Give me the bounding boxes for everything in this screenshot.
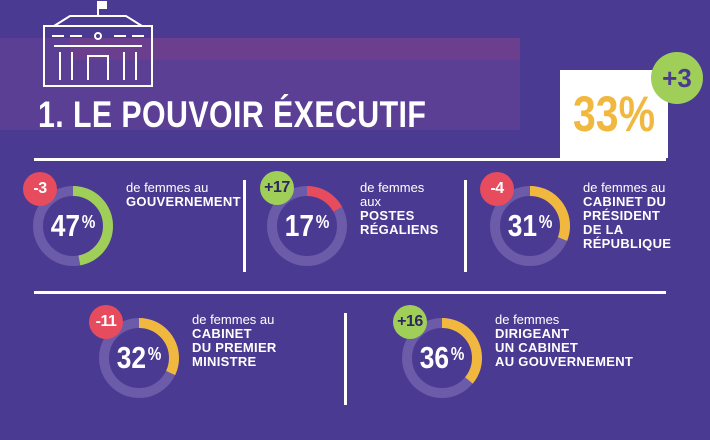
donut-value-number: 32 — [116, 340, 146, 375]
change-badge: +16 — [393, 305, 427, 339]
stat-label-strong: GOUVERNEMENT — [126, 194, 241, 209]
donut-value-unit: % — [81, 212, 96, 232]
stat-label-prefix: de femmes au — [583, 180, 666, 195]
donut-chart — [267, 186, 347, 266]
stat-label-strong: POSTES RÉGALIENS — [360, 208, 439, 237]
donut-chart — [490, 186, 570, 266]
donut-value-number: 31 — [507, 208, 537, 243]
change-badge: -4 — [480, 172, 514, 206]
row-divider — [34, 291, 666, 294]
stat-label-prefix: de femmes au — [126, 180, 209, 195]
stat-label-prefix: de femmes au — [192, 312, 275, 327]
donut-chart — [33, 186, 113, 266]
donut-arc — [33, 186, 113, 266]
donut-arc — [99, 318, 179, 398]
donut-chart — [402, 318, 482, 398]
title-underline — [34, 158, 666, 161]
stat-label-prefix: de femmes — [495, 312, 560, 327]
donut-arc — [490, 186, 570, 266]
donut-value: 47% — [51, 208, 96, 244]
government-building-icon — [43, 1, 153, 87]
donut-value-unit: % — [147, 344, 162, 364]
stat-label: de femmes au CABINET DU PREMIER MINISTRE — [192, 313, 277, 369]
change-badge: -11 — [89, 305, 123, 339]
donut-value: 17% — [285, 208, 330, 244]
column-divider-1 — [243, 180, 246, 272]
stat-label-strong: CABINET DU PRÉSIDENT DE LA RÉPUBLIQUE — [583, 194, 672, 251]
donut-value-number: 47 — [50, 208, 80, 243]
donut-value-number: 17 — [284, 208, 314, 243]
stat-label: de femmes au CABINET DU PRÉSIDENT DE LA R… — [583, 181, 671, 251]
stat-label: de femmes DIRIGEANT UN CABINET AU GOUVERN… — [495, 313, 633, 369]
overall-stat-box: 33% — [560, 70, 668, 158]
section-title: 1. LE POUVOIR ÉXECUTIF — [38, 94, 427, 135]
title-band-accent — [70, 38, 520, 60]
overall-percentage: 33% — [572, 86, 656, 142]
donut-value-unit: % — [538, 212, 553, 232]
stat-label-strong: CABINET DU PREMIER MINISTRE — [192, 326, 277, 369]
donut-chart — [99, 318, 179, 398]
donut-value-unit: % — [315, 212, 330, 232]
donut-value-unit: % — [450, 344, 465, 364]
column-divider-3 — [344, 313, 347, 405]
stat-label-strong: DIRIGEANT UN CABINET AU GOUVERNEMENT — [495, 326, 634, 369]
donut-arc — [402, 318, 482, 398]
stat-label: de femmes au GOUVERNEMENT — [126, 181, 241, 209]
change-badge: +17 — [260, 171, 294, 205]
donut-value: 36% — [420, 340, 465, 376]
donut-value: 31% — [508, 208, 553, 244]
donut-arc — [267, 186, 347, 266]
stat-label: de femmes aux POSTES RÉGALIENS — [360, 181, 439, 237]
donut-value-number: 36 — [419, 340, 449, 375]
column-divider-2 — [464, 180, 467, 272]
donut-value: 32% — [117, 340, 162, 376]
stat-label-prefix: de femmes aux — [360, 180, 425, 209]
overall-change-badge: +3 — [651, 52, 703, 104]
change-badge: -3 — [23, 172, 57, 206]
